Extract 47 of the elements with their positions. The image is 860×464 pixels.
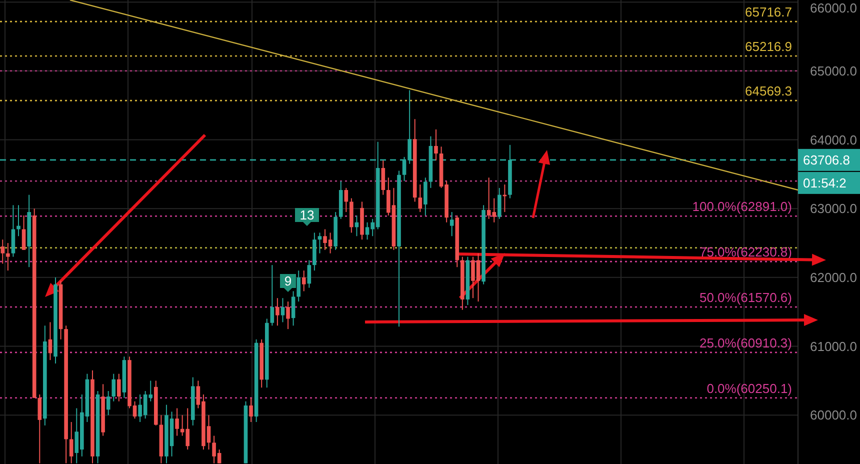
ref-line-label: 65216.9 <box>745 38 792 54</box>
annotation: 13 <box>300 208 314 223</box>
annotation: 9 <box>284 274 292 289</box>
candlestick <box>48 322 52 361</box>
ref-line-label: 64569.3 <box>745 84 792 99</box>
y-tick-label: 61000.0 <box>810 338 857 354</box>
ref-line-label: 65716.7 <box>745 4 792 20</box>
candlestick <box>249 397 253 423</box>
candlestick <box>38 394 42 464</box>
y-tick-label: 64000.0 <box>810 132 857 148</box>
candlestick <box>117 373 121 402</box>
y-tick-label: 62000.0 <box>810 270 857 285</box>
candlestick <box>175 408 179 436</box>
candlestick <box>0 239 5 264</box>
candlestick <box>286 301 290 330</box>
ref-line-label: 50.0%(61570.6) <box>699 290 792 305</box>
ref-line-label: 25.0%(60910.3) <box>699 335 792 350</box>
candlestick <box>112 373 116 402</box>
text: 01:54:2 <box>803 175 846 190</box>
ref-line-label: 63706.8 <box>803 152 850 168</box>
candlestick <box>302 270 306 292</box>
y-tick-label: 65000.0 <box>810 63 857 78</box>
ref-line-label: 100.0%(62891.0) <box>692 199 792 214</box>
candlestick <box>424 177 428 216</box>
candlestick <box>291 290 296 326</box>
candlestick <box>16 204 20 237</box>
ref-line-label: 0.0%(60250.1) <box>706 380 792 396</box>
y-tick-label: 63000.0 <box>810 201 857 216</box>
candlestick <box>418 184 422 213</box>
candlestick <box>450 212 454 237</box>
y-tick-label: 66000.0 <box>810 0 857 16</box>
candlestick <box>318 232 322 254</box>
y-tick-label: 60000.0 <box>810 408 857 423</box>
candlestick <box>344 187 348 213</box>
candlestick <box>22 214 26 250</box>
candlestick <box>270 264 274 326</box>
ref-line-label: 75.0%(62230.8) <box>699 244 792 260</box>
candlestick <box>6 242 10 272</box>
candlestick <box>307 260 312 288</box>
candlestick <box>381 160 386 196</box>
candlestick <box>434 128 438 161</box>
candlestick <box>106 390 110 416</box>
candlestick <box>280 298 285 323</box>
candlestick <box>69 422 74 464</box>
candlestick <box>276 298 280 326</box>
candlestick <box>498 187 502 220</box>
candlestick <box>296 270 300 302</box>
